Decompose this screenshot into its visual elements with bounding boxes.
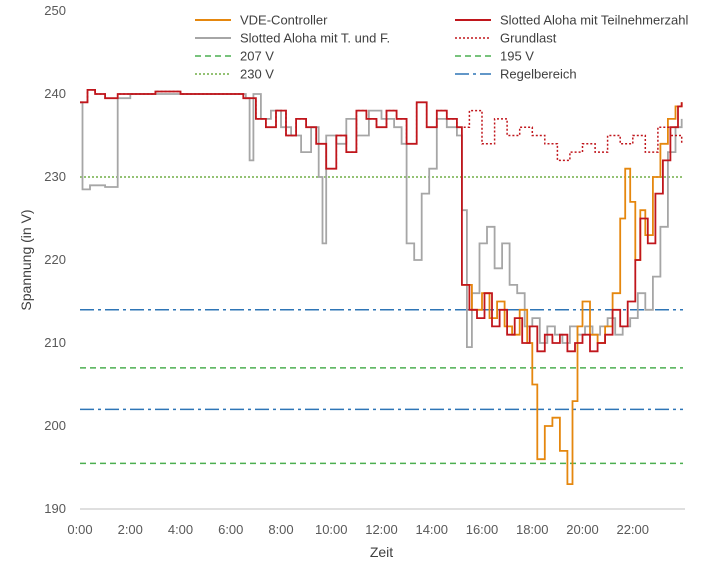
y-tick-label: 200 (44, 418, 66, 433)
y-tick-label: 220 (44, 252, 66, 267)
legend-label-slotted-aloha-mit-t-und-f: Slotted Aloha mit T. und F. (240, 31, 390, 46)
x-tick-label: 20:00 (566, 522, 599, 537)
y-tick-label: 210 (44, 335, 66, 350)
x-tick-label: 16:00 (466, 522, 499, 537)
series-line-slotted-aloha-mit-teilnehmerzahl (80, 89, 683, 353)
x-tick-label: 0:00 (67, 522, 92, 537)
legend-label-195-v: 195 V (500, 49, 534, 64)
x-tick-label: 12:00 (365, 522, 398, 537)
y-tick-label: 230 (44, 169, 66, 184)
y-tick-labels: 190 200 210 220 230 240 250 (44, 3, 66, 516)
x-axis-title: Zeit (370, 544, 393, 560)
legend-label-vde-controller: VDE-Controller (240, 13, 328, 28)
series-layer (80, 89, 683, 485)
x-tick-label: 10:00 (315, 522, 348, 537)
x-tick-label: 18:00 (516, 522, 549, 537)
y-tick-label: 250 (44, 3, 66, 18)
x-tick-label: 8:00 (268, 522, 293, 537)
legend-label-207-v: 207 V (240, 49, 274, 64)
legend-label-230-v: 230 V (240, 67, 274, 82)
series-line-vde-controller (461, 102, 683, 485)
y-tick-label: 240 (44, 86, 66, 101)
x-tick-labels: 0:00 2:00 4:00 6:00 8:00 10:00 12:00 14:00 16:00… (67, 522, 649, 537)
x-tick-label: 2:00 (118, 522, 143, 537)
y-tick-label: 190 (44, 501, 66, 516)
x-tick-label: 14:00 (415, 522, 448, 537)
x-tick-label: 6:00 (218, 522, 243, 537)
x-tick-label: 22:00 (616, 522, 649, 537)
legend: VDE-Controller Slotted Aloha mit Teilnehm… (195, 13, 688, 82)
legend-label-regelbereich: Regelbereich (500, 67, 577, 82)
y-axis-title: Spannung (in V) (18, 209, 34, 310)
legend-label-grundlast: Grundlast (500, 31, 557, 46)
x-tick-label: 4:00 (168, 522, 193, 537)
legend-label-slotted-aloha-mit-teilnehmerzahl: Slotted Aloha mit Teilnehmerzahl (500, 13, 688, 28)
series-line-grundlast (80, 89, 683, 170)
